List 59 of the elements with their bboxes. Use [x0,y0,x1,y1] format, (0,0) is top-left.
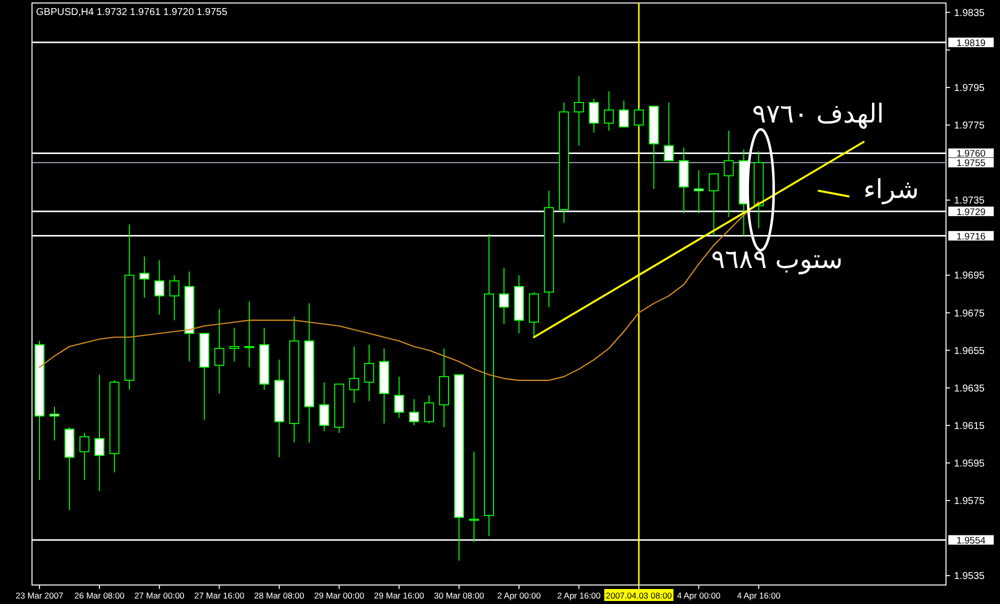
candlestick [724,130,734,218]
y-tick-label: 1.9535 [954,571,986,582]
y-tick-label: 1.9775 [954,120,986,132]
y-tick-label: 1.9735 [954,196,986,207]
ref-line-label: 1.9819 [956,38,986,49]
candlestick [708,173,719,236]
x-tick-label: 4 Apr 16:00 [736,590,781,600]
annotation: ستوب ٩٦٨٩ [711,244,843,275]
y-tick-label: 1.9615 [954,420,986,432]
ref-line-label: 1.9755 [956,158,986,170]
candlestick [634,108,644,128]
y-tick-label: 1.9635 [954,383,986,394]
x-tick-label: 2 Apr 00:00 [497,590,541,600]
x-tick-label: 29 Mar 16:00 [374,590,424,600]
candlestick [364,344,374,402]
candlestick [229,327,240,362]
x-tick-label: 23 Mar 2007 [16,590,64,600]
candlestick [139,256,150,298]
candlestick [588,98,599,134]
candlestick [604,90,614,132]
annotation: شراء [863,174,919,205]
ref-line-label: 1.9554 [956,535,986,546]
candlestick [49,406,60,441]
candlestick [424,394,434,424]
candlestick [244,301,254,368]
y-tick-label: 1.9675 [954,308,986,320]
candlestick [618,100,629,128]
x-tick-label: 4 Apr 00:00 [677,590,721,600]
x-tick-label: 2007.04.03 08:00 [606,590,672,600]
x-tick-label: 28 Mar 08:00 [254,590,305,600]
candlestick [469,451,480,542]
candlestick [498,267,509,325]
x-tick-label: 27 Mar 16:00 [194,590,245,600]
candlestick [394,376,404,418]
y-tick-label: 1.9795 [954,82,986,94]
candlestick [409,398,420,426]
candlestick [94,374,104,492]
candlestick [169,274,180,321]
x-tick-label: 26 Mar 08:00 [74,590,125,600]
chart-title: GBPUSD,H4 1.9732 1.9761 1.9720 1.9755 [36,7,228,18]
y-tick-label: 1.9835 [954,8,986,19]
annotation: الهدف ٩٧٦٠ [752,99,884,130]
y-tick-label: 1.9575 [954,496,986,508]
candlestick [154,260,164,316]
ref-line-label: 1.9716 [956,231,986,242]
x-tick-label: 27 Mar 00:00 [134,590,185,600]
ref-line-label: 1.9760 [956,148,986,160]
x-tick-label: 29 Mar 00:00 [314,590,364,600]
candlestick [349,346,360,404]
candlestick [214,308,224,394]
candlestick [574,76,584,146]
candlestick [79,432,90,480]
x-tick-label: 2 Apr 16:00 [557,590,601,600]
y-tick-label: 1.9595 [954,458,986,470]
y-tick-label: 1.9695 [954,270,986,282]
ref-line-label: 1.9729 [956,206,986,218]
x-tick-label: 30 Mar 08:00 [434,590,484,600]
y-tick-label: 1.9655 [954,346,986,357]
candlestick [319,382,330,432]
